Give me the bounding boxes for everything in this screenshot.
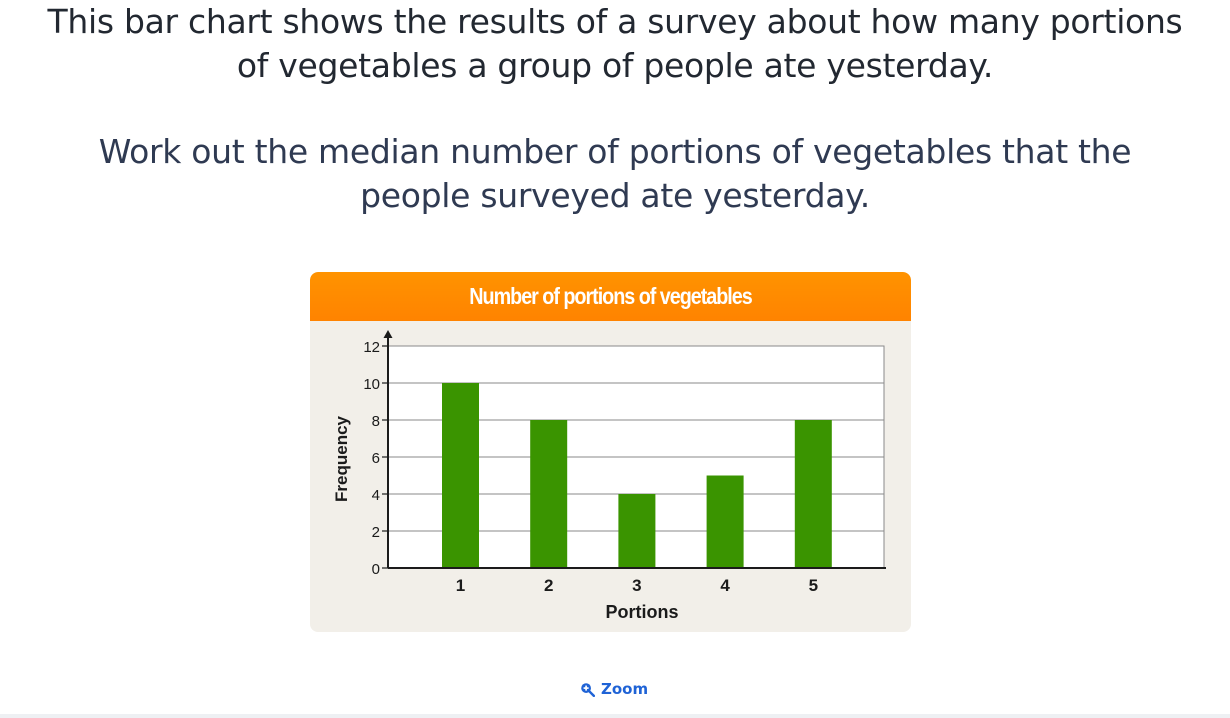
question-task-line: Work out the median number of portions o… xyxy=(98,132,1132,171)
zoom-label: Zoom xyxy=(601,680,649,698)
chart-title: Number of portions of vegetables xyxy=(469,283,752,309)
x-axis-title: Portions xyxy=(605,602,678,622)
question-task: Work out the median number of portions o… xyxy=(0,130,1230,218)
bar xyxy=(706,475,744,568)
question-task-line: people surveyed ate yesterday. xyxy=(360,176,870,215)
zoom-in-icon xyxy=(581,682,595,697)
question-intro: This bar chart shows the results of a su… xyxy=(0,0,1230,88)
x-tick-label: 1 xyxy=(456,576,465,595)
y-tick-label: 6 xyxy=(372,450,380,467)
bar xyxy=(618,494,656,568)
page-divider xyxy=(0,714,1230,718)
y-tick-label: 2 xyxy=(372,524,380,541)
y-tick-label: 12 xyxy=(363,339,380,356)
chart-header: Number of portions of vegetables xyxy=(310,272,911,321)
bar xyxy=(442,383,479,568)
y-tick-label: 0 xyxy=(372,561,380,578)
zoom-button[interactable]: Zoom xyxy=(580,676,648,702)
x-tick-label: 5 xyxy=(809,576,818,595)
y-tick-label: 4 xyxy=(372,487,380,504)
x-tick-label: 4 xyxy=(720,576,730,595)
bar xyxy=(794,420,832,568)
x-tick-label: 3 xyxy=(632,576,641,595)
bar-chart-card: Number of portions of vegetables 0 2 4 6 8 10… xyxy=(310,272,911,632)
y-tick-label: 8 xyxy=(372,413,380,430)
y-axis-arrow xyxy=(383,330,393,338)
bar xyxy=(530,420,568,568)
y-axis-title: Frequency xyxy=(332,415,351,502)
question-intro-line: This bar chart shows the results of a su… xyxy=(47,2,1183,41)
y-tick-label: 10 xyxy=(363,376,380,393)
question-intro-line: of vegetables a group of people ate yest… xyxy=(236,46,994,85)
x-tick-label: 2 xyxy=(544,576,553,595)
